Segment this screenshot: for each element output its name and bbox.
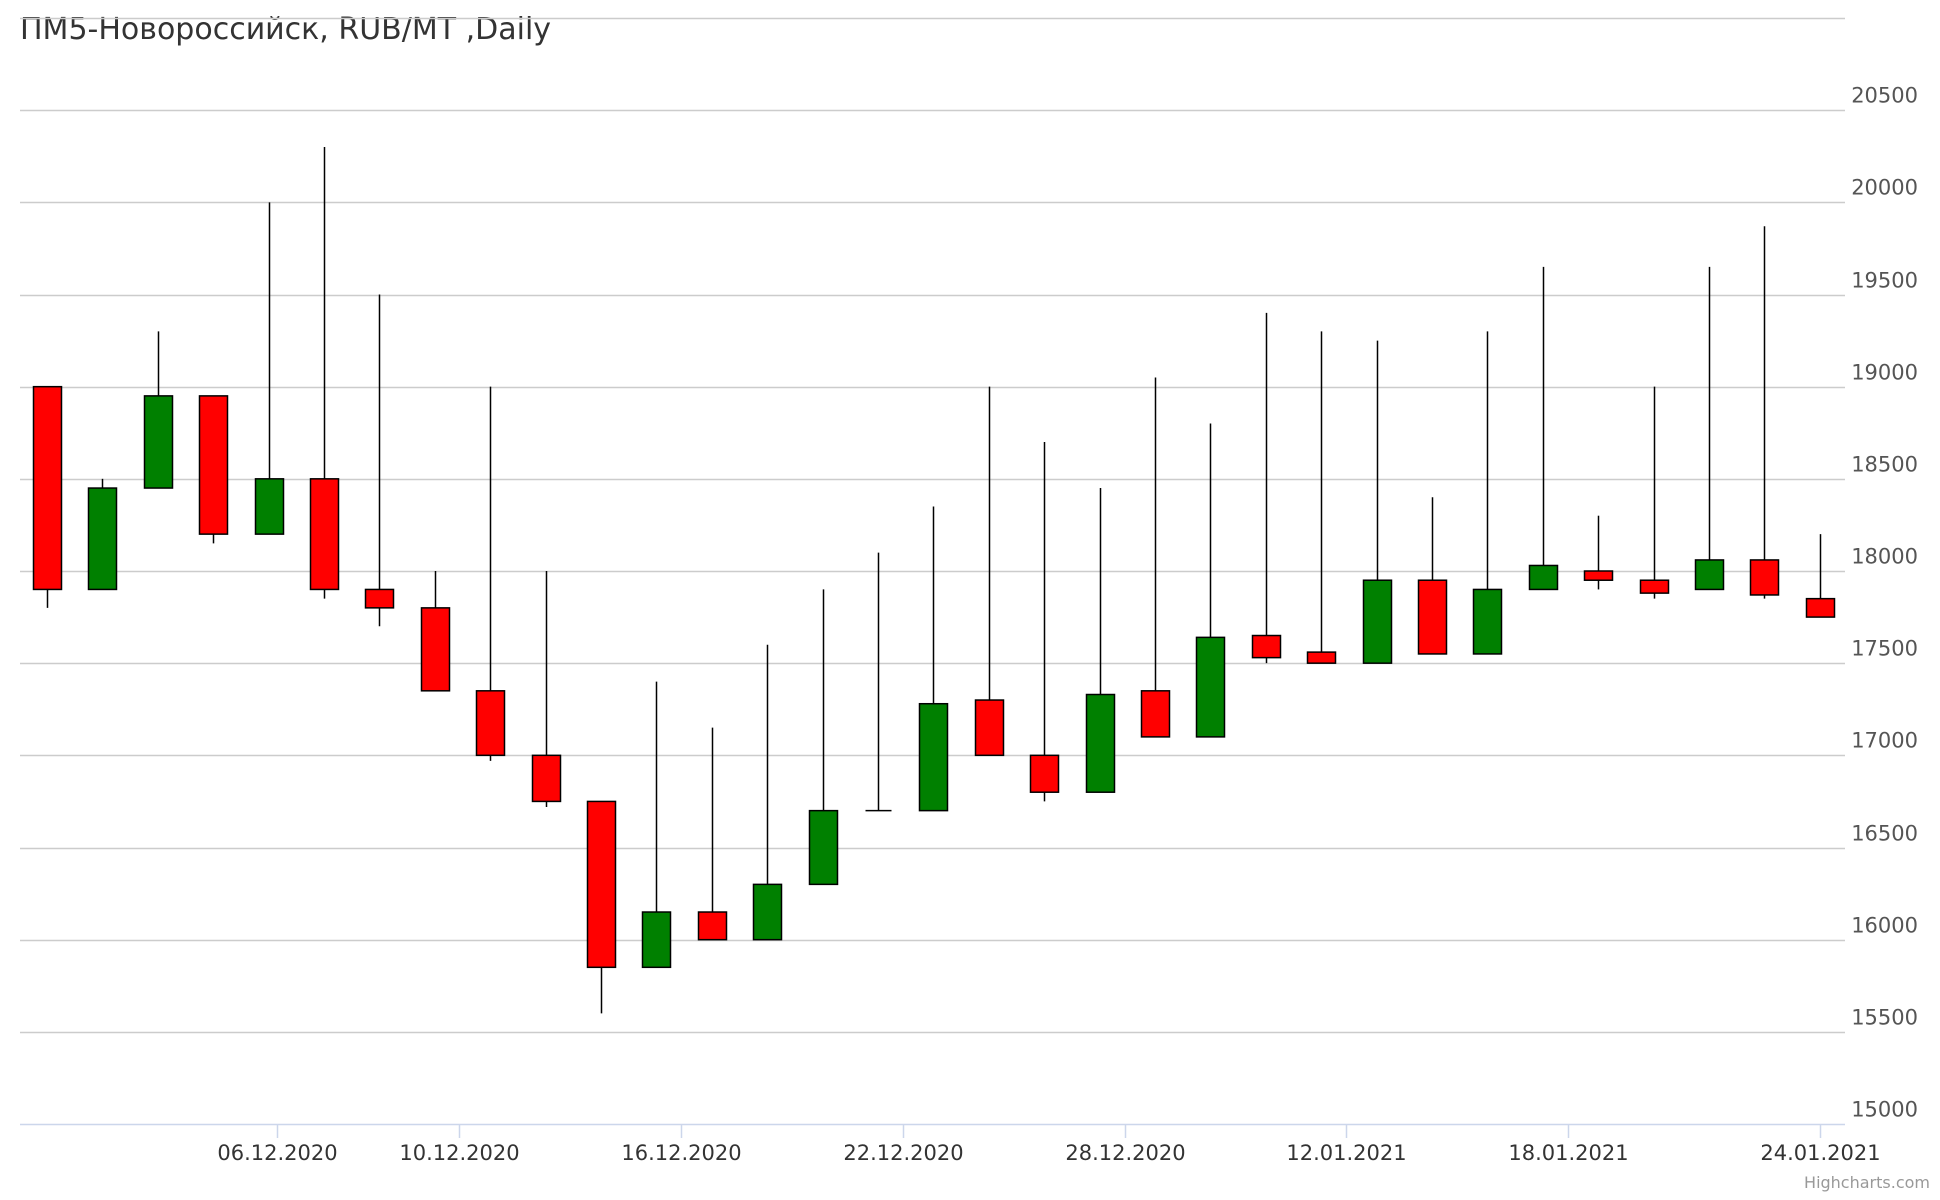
candle-body	[1251, 634, 1282, 659]
x-tick-label: 24.01.2021	[1760, 1141, 1880, 1165]
x-tick-label: 12.01.2021	[1286, 1141, 1406, 1165]
candle	[752, 644, 783, 941]
candle-body	[1639, 579, 1670, 594]
y-tick-label: 20500	[1851, 84, 1918, 108]
candle-body	[752, 883, 783, 941]
candle	[1140, 377, 1171, 738]
y-tick-label: 17000	[1851, 729, 1918, 753]
candle-body	[32, 385, 63, 591]
candle	[1251, 312, 1282, 664]
candle	[1085, 488, 1116, 793]
candle-body	[586, 800, 617, 969]
candle-body	[1195, 636, 1226, 738]
candle	[586, 800, 617, 1014]
candle-body	[974, 699, 1005, 757]
candle	[1639, 386, 1670, 599]
candle	[1749, 226, 1780, 599]
candle	[1195, 423, 1226, 738]
candle-body	[697, 911, 728, 941]
candle	[1694, 266, 1725, 591]
y-tick-label: 15000	[1851, 1098, 1918, 1122]
candle-body	[1583, 570, 1614, 581]
candle	[1029, 441, 1060, 802]
candle-body	[1140, 690, 1171, 738]
x-tick-label: 28.12.2020	[1065, 1141, 1185, 1165]
candle-body	[1085, 693, 1116, 793]
candle	[641, 681, 672, 969]
y-tick-label: 18500	[1851, 453, 1918, 477]
candle	[697, 727, 728, 941]
candle-body	[309, 478, 340, 591]
candle	[974, 386, 1005, 757]
candle-body	[1472, 588, 1503, 655]
candle	[198, 395, 229, 544]
candle-body	[1528, 564, 1559, 591]
candle-body	[808, 809, 839, 886]
x-tick-label: 10.12.2020	[399, 1141, 519, 1165]
y-tick-label: 18000	[1851, 545, 1918, 569]
candle-body	[1029, 754, 1060, 793]
candle	[1805, 534, 1836, 618]
candle	[475, 386, 506, 761]
x-tick-label: 16.12.2020	[621, 1141, 741, 1165]
x-axis-labels: 06.12.2020 10.12.2020 16.12.2020 22.12.2020…	[217, 1141, 1880, 1165]
candle	[808, 589, 839, 886]
candle-body	[641, 911, 672, 969]
candle	[1362, 340, 1393, 664]
candle-body	[1694, 559, 1725, 591]
candle	[1306, 331, 1337, 664]
y-tick-label: 20000	[1851, 176, 1918, 200]
y-tick-label: 19500	[1851, 269, 1918, 293]
candle-body	[254, 478, 285, 535]
candle	[1528, 266, 1559, 591]
y-tick-label: 16000	[1851, 914, 1918, 938]
candle	[531, 571, 562, 807]
candle-body	[1417, 579, 1448, 655]
candle	[1417, 497, 1448, 655]
grid-layer	[20, 17, 1845, 1034]
candles-layer	[32, 147, 1836, 1014]
x-tick-label: 06.12.2020	[217, 1141, 337, 1165]
candle-body	[918, 702, 949, 812]
candle	[254, 202, 285, 535]
y-axis-labels: 15000 15500 16000 16500 17000 17500 18000 18500…	[1851, 84, 1918, 1122]
candle	[918, 506, 949, 812]
y-tick-label: 19000	[1851, 361, 1918, 385]
x-tick-label: 22.12.2020	[843, 1141, 963, 1165]
candle-body	[198, 395, 229, 535]
candle-body	[87, 487, 118, 591]
candle	[309, 147, 340, 599]
candle	[364, 294, 395, 627]
candle	[420, 571, 451, 692]
candle-body	[1306, 651, 1337, 664]
candle	[1583, 515, 1614, 590]
candle-body	[1362, 579, 1393, 664]
candle-body	[364, 588, 395, 609]
candle	[87, 478, 118, 591]
candle-body	[1805, 597, 1836, 618]
candle-body	[1749, 559, 1780, 596]
candle	[1472, 331, 1503, 655]
candle-body	[143, 395, 174, 489]
candle-body	[531, 754, 562, 803]
credits-link[interactable]: Highcharts.com	[1804, 1173, 1930, 1192]
x-axis	[20, 1123, 1845, 1138]
candle-body	[420, 607, 451, 692]
y-tick-label: 15500	[1851, 1006, 1918, 1030]
candle-body	[475, 690, 506, 757]
x-tick-label: 18.01.2021	[1508, 1141, 1628, 1165]
candle	[865, 552, 892, 812]
candle	[32, 385, 63, 608]
candle	[143, 331, 174, 489]
y-tick-label: 17500	[1851, 637, 1918, 661]
y-tick-label: 16500	[1851, 822, 1918, 846]
